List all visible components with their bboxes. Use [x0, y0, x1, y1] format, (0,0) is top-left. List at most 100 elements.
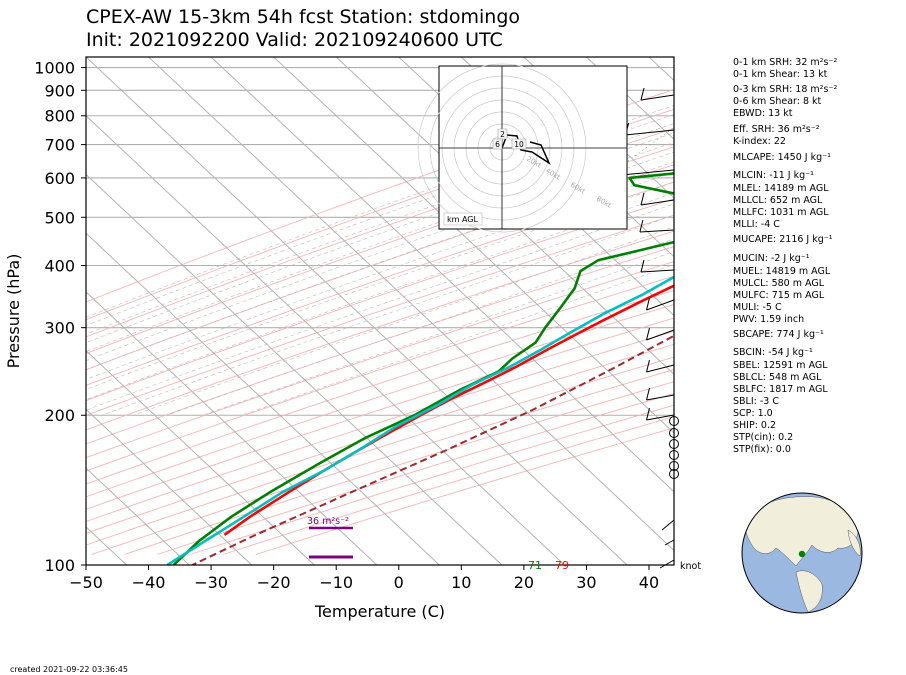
wind-barb: [646, 364, 675, 373]
moist-adiabat: [86, 114, 674, 326]
isotherm-line: [210, 57, 674, 493]
isotherm-line: [273, 57, 674, 434]
stability-index-item: 0-1 km SRH: 32 m²s⁻²: [733, 57, 838, 68]
wind-barb: [646, 299, 675, 311]
stability-index-item: MLCAPE: 1450 J kg⁻¹: [733, 152, 831, 163]
y-tick-label: 300: [44, 319, 75, 338]
wind-barb: [659, 559, 675, 569]
stability-index-item: EBWD: 13 kt: [733, 108, 793, 119]
isotherm-line: [86, 232, 440, 565]
x-tick-label: −30: [194, 573, 228, 592]
y-tick-label: 600: [44, 169, 75, 188]
stability-index-item: MUCIN: -2 J kg⁻¹: [733, 253, 810, 264]
chart-title-line2: Init: 2021092200 Valid: 202109240600 UTC: [86, 29, 503, 51]
dry-adiabat: [86, 108, 674, 321]
stability-index-item: SBCAPE: 774 J kg⁻¹: [733, 329, 824, 340]
isotherm-line: [86, 173, 503, 565]
hodo-height-label-6: 6: [492, 138, 503, 150]
y-tick-label: 1000: [34, 59, 75, 78]
stability-index-item: SBCIN: -54 J kg⁻¹: [733, 347, 813, 358]
moist-adiabat: [86, 161, 674, 371]
x-axis-label: Temperature (C): [314, 602, 445, 621]
surface-temperature-label: 79: [555, 559, 569, 572]
plot-frame: [85, 56, 675, 566]
hodograph-inset: 20kt 40kt 60kt 80kt 2 6 10 km AGL: [417, 63, 628, 233]
isotherm-line: [86, 115, 565, 565]
stability-index-item: MULCL: 580 m AGL: [733, 278, 825, 289]
srh-marker: 36 m²s⁻²: [307, 516, 353, 559]
wind-barb: [640, 269, 675, 273]
stability-index-item: MLLFC: 1031 m AGL: [733, 207, 829, 218]
stability-index-item: MUEL: 14819 m AGL: [733, 266, 831, 277]
hodo-height-label-10: 10: [511, 138, 527, 150]
mixing-ratio-line: [824, 57, 906, 174]
dry-adiabat: [86, 261, 674, 459]
dry-adiabat: [86, 290, 674, 485]
surface-dewpoint-label: 71: [528, 559, 542, 572]
calm-wind-circle: [669, 439, 679, 449]
calm-wind-circle: [669, 450, 679, 460]
calm-wind-circle: [669, 469, 679, 479]
dry-adiabat: [86, 343, 674, 534]
stability-index-item: MLLCL: 652 m AGL: [733, 195, 823, 206]
hodograph-trace: [501, 134, 551, 165]
moist-adiabat: [241, 264, 674, 416]
srh-marker-label: 36 m²s⁻²: [307, 516, 349, 527]
barb-unit-label: knot: [680, 561, 701, 572]
moist-adiabat: [86, 181, 674, 390]
y-tick-label: 700: [44, 136, 75, 155]
isotherm-line: [86, 467, 190, 565]
chart-title-line1: CPEX-AW 15-3km 54h fcst Station: stdomin…: [86, 6, 521, 28]
parcel-profile-line: [191, 334, 674, 565]
y-axis-label: Pressure (hPa): [4, 254, 23, 369]
isotherm-line: [86, 349, 315, 565]
stability-index-item: SCP: 1.0: [733, 408, 773, 419]
isotherm-line: [148, 57, 674, 552]
x-tick-label: 40: [639, 573, 659, 592]
dry-adiabat: [86, 304, 674, 498]
temperature-profile-line: [223, 284, 674, 536]
hodo-agl-label: km AGL: [447, 215, 479, 224]
stability-index-item: MLCIN: -11 J kg⁻¹: [733, 170, 814, 181]
wetbulb-profile-line: [166, 275, 674, 565]
dry-adiabat: [86, 275, 674, 472]
mixing-ratio-line: [609, 127, 674, 175]
wind-barb: [639, 229, 675, 233]
y-tick-label: 100: [44, 556, 75, 575]
dry-adiabat: [86, 317, 674, 510]
dry-adiabat: [86, 230, 674, 431]
dry-adiabat: [86, 330, 674, 522]
wind-barb: [621, 169, 675, 176]
isotherm-line: [86, 57, 628, 565]
hodo-height-label-2: 2: [497, 128, 508, 140]
stability-index-item: SBEL: 12591 m AGL: [733, 360, 828, 371]
stability-index-item: MULFC: 715 m AGL: [733, 290, 825, 301]
moist-adiabat: [102, 214, 674, 416]
moist-adiabat: [133, 226, 674, 416]
x-tick-label: 30: [576, 573, 596, 592]
stability-index-item: STP(fix): 0.0: [733, 444, 791, 455]
wind-barb: [661, 519, 675, 531]
y-tick-label: 500: [44, 208, 75, 227]
stability-index-item: MLLI: -4 C: [733, 219, 780, 230]
isotherm-line: [86, 291, 378, 565]
calm-wind-circle: [669, 416, 679, 426]
isotherm-line: [86, 408, 253, 565]
calm-wind-circle: [669, 461, 679, 471]
y-tick-label: 400: [44, 256, 75, 275]
wind-barb: [646, 329, 675, 341]
stability-index-item: PWV: 1.59 inch: [733, 314, 805, 325]
stability-index-item: MULI: -5 C: [733, 302, 782, 313]
dry-adiabat: [86, 89, 674, 303]
x-tick-label: −20: [257, 573, 291, 592]
wind-barb: [646, 414, 675, 421]
wind-barb: [646, 394, 675, 401]
mixing-ratio-line: [898, 57, 906, 174]
wind-barb: [640, 94, 675, 101]
x-tick-label: −10: [319, 573, 353, 592]
stability-index-item: 0-1 km Shear: 13 kt: [733, 69, 828, 80]
x-tick-label: 0: [394, 573, 404, 592]
dewpoint-profile-line: [172, 172, 674, 565]
dry-adiabat: [86, 246, 674, 445]
stability-index-item: SBLFC: 1817 m AGL: [733, 384, 828, 395]
